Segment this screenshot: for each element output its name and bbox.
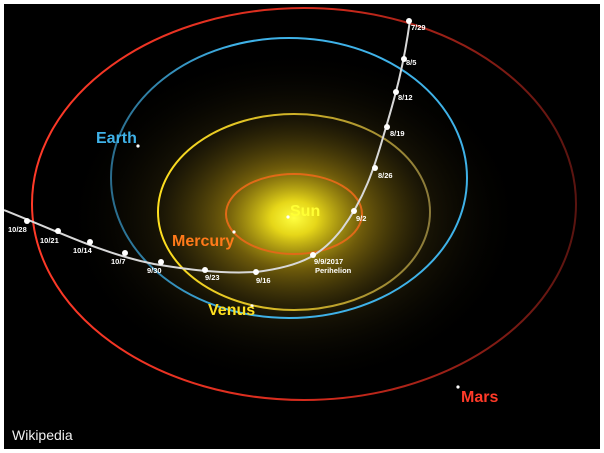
date-label: 8/12 xyxy=(398,93,413,102)
venus-orbit xyxy=(157,113,431,311)
date-label: 9/23 xyxy=(205,273,220,282)
date-label: 10/21 xyxy=(40,236,59,245)
earth-orbit xyxy=(110,37,468,319)
date-dot xyxy=(87,239,93,245)
date-label: 10/28 xyxy=(8,225,27,234)
earth-label: Earth xyxy=(96,130,137,147)
date-dot xyxy=(55,228,61,234)
sun-marker xyxy=(286,215,290,219)
venus-label: Venus xyxy=(208,302,255,319)
perihelion-label: Perihelion xyxy=(315,266,352,275)
sun-label: Sun xyxy=(290,203,320,220)
mercury-orbit xyxy=(225,173,363,255)
earth-position-marker xyxy=(136,144,140,148)
date-label: 9/30 xyxy=(147,266,162,275)
orbit-diagram: Earth Mercury Venus Mars Sun 7/29 8/5 8/… xyxy=(4,7,577,406)
mars-position-marker xyxy=(456,385,460,389)
mars-label: Mars xyxy=(461,389,498,406)
date-label: 10/14 xyxy=(73,246,93,255)
diagram-frame: Earth Mercury Venus Mars Sun 7/29 8/5 8/… xyxy=(4,4,600,449)
venus-position-marker xyxy=(250,304,254,308)
date-dot xyxy=(24,218,30,224)
date-dot xyxy=(253,269,259,275)
date-dot xyxy=(406,18,412,24)
credit-text: Wikipedia xyxy=(12,427,73,443)
date-dot xyxy=(158,259,164,265)
date-dot xyxy=(384,124,390,130)
date-label: 9/16 xyxy=(256,276,271,285)
date-markers: 7/29 8/5 8/12 8/19 8/26 9/2 9/9/2017 Per… xyxy=(8,18,426,285)
date-label: 9/2 xyxy=(356,214,366,223)
perihelion-dot xyxy=(310,252,316,258)
date-dot xyxy=(372,165,378,171)
mercury-position-marker xyxy=(232,230,236,234)
perihelion-date-label: 9/9/2017 xyxy=(314,257,343,266)
mars-orbit xyxy=(31,7,577,401)
date-dot xyxy=(122,250,128,256)
date-dot xyxy=(202,267,208,273)
date-label: 8/19 xyxy=(390,129,405,138)
date-label: 7/29 xyxy=(411,23,426,32)
date-dot xyxy=(393,89,399,95)
date-label: 8/5 xyxy=(406,58,416,67)
sun-glow xyxy=(64,48,524,388)
mercury-label: Mercury xyxy=(172,233,234,250)
date-label: 10/7 xyxy=(111,257,126,266)
date-dot xyxy=(351,208,357,214)
date-dot xyxy=(401,56,407,62)
date-label: 8/26 xyxy=(378,171,393,180)
